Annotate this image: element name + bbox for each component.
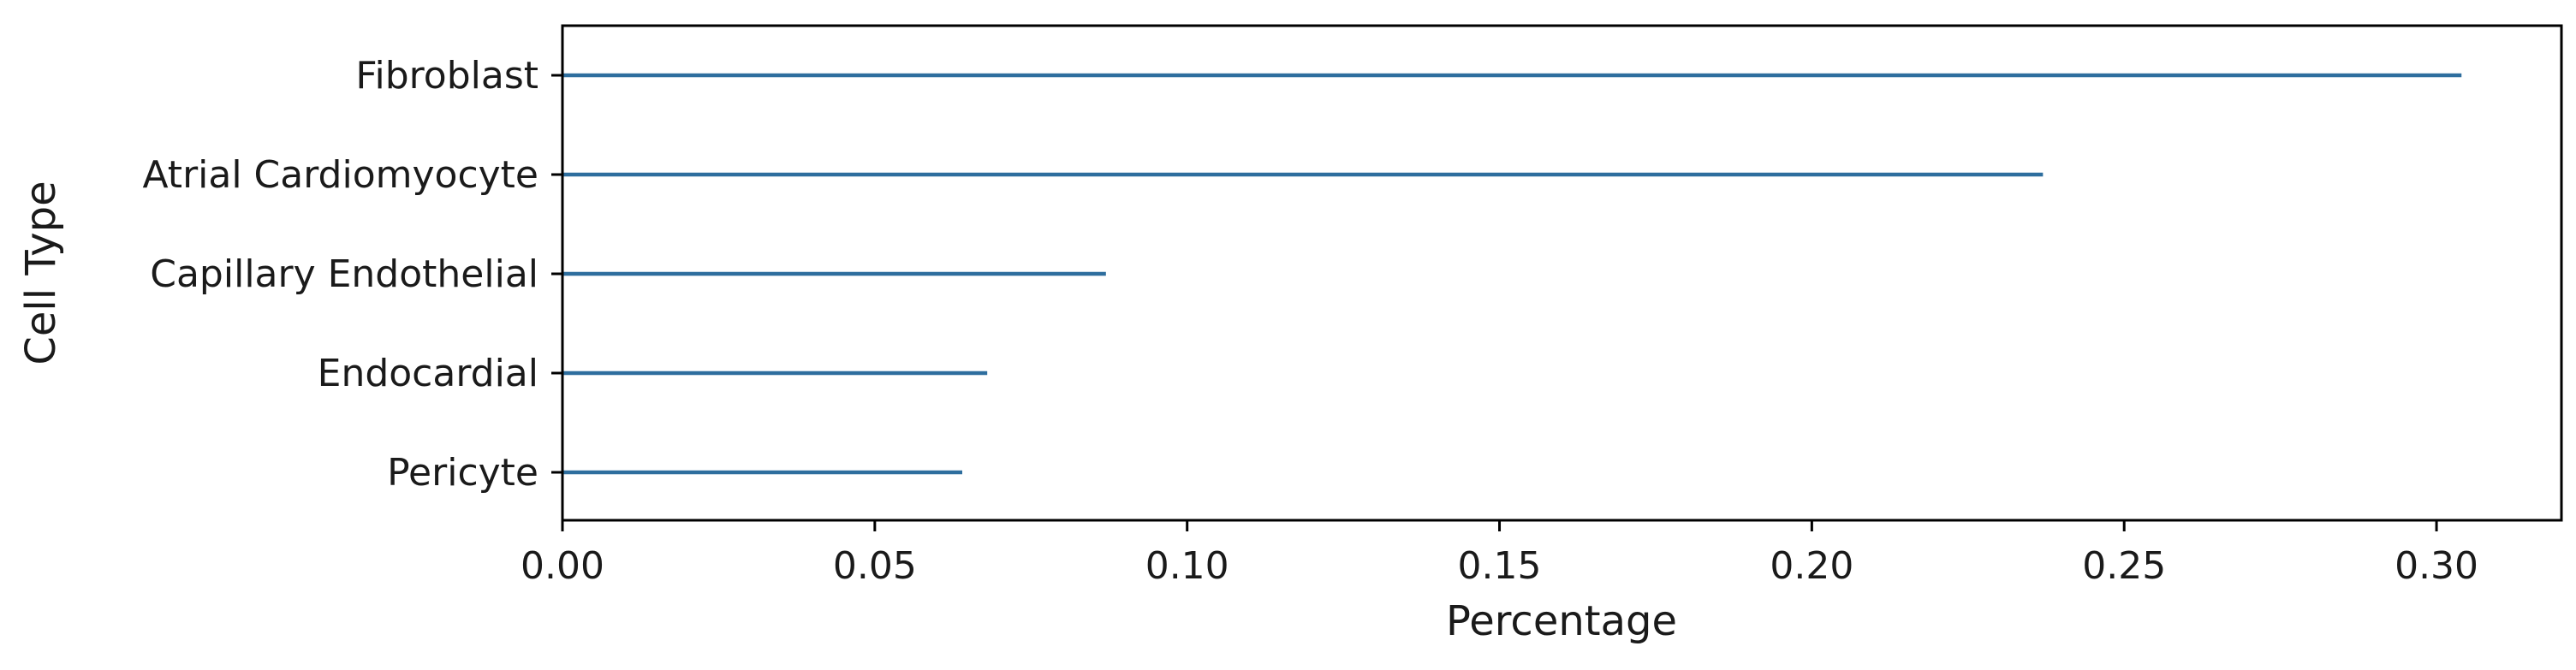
y-tick-label: Pericyte	[387, 451, 538, 495]
y-axis-title: Cell Type	[17, 181, 65, 365]
y-axis: Fibroblast Atrial Cardiomyocyte Capillary …	[142, 54, 562, 495]
y-tick-label: Capillary Endothelial	[150, 252, 538, 296]
x-tick-label: 0.20	[1770, 544, 1853, 588]
stem-group	[562, 73, 2462, 475]
y-tick-label: Atrial Cardiomyocyte	[142, 153, 538, 197]
y-tick-label: Endocardial	[318, 352, 538, 395]
x-tick-label: 0.05	[833, 544, 917, 588]
x-tick-label: 0.00	[521, 544, 604, 588]
plot-frame	[561, 24, 2563, 522]
y-tick-label: Fibroblast	[355, 54, 538, 98]
x-tick-label: 0.10	[1145, 544, 1229, 588]
x-axis-title: Percentage	[1446, 597, 1677, 645]
x-tick-label: 0.30	[2395, 544, 2478, 588]
x-tick-label: 0.25	[2082, 544, 2166, 588]
x-axis: 0.00 0.05 0.10 0.15 0.20 0.25 0.30	[521, 520, 2478, 588]
x-tick-label: 0.15	[1458, 544, 1542, 588]
